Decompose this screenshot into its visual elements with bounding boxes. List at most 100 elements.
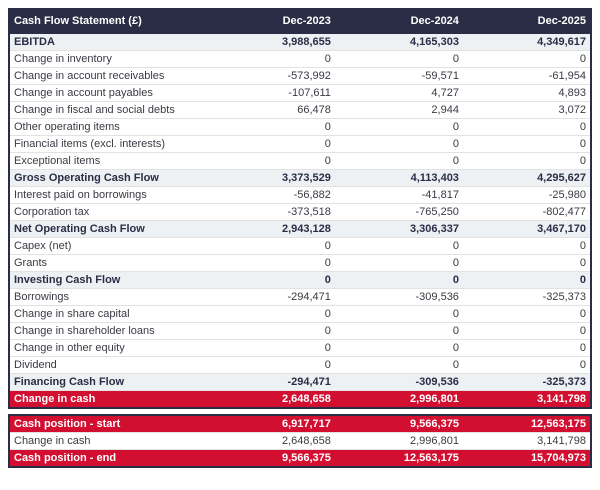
row-value: -25,980 [462,186,591,204]
row-value: 0 [206,237,335,255]
row-label: Exceptional items [9,152,207,170]
row-label: Corporation tax [9,203,207,221]
row-value: 3,306,337 [334,220,463,238]
row-value: 0 [206,339,335,357]
table-row: Change in share capital 0 0 0 [9,305,591,323]
row-value: 0 [206,152,335,170]
row-label: Investing Cash Flow [9,271,207,289]
table-row: Other operating items 0 0 0 [9,118,591,136]
cash-position-summary-table: Cash position - start 6,917,717 9,566,375 1… [8,414,592,468]
row-value: -573,992 [206,67,335,85]
row-value: 0 [206,271,335,289]
row-value: 0 [206,356,335,374]
table-row: Change in account receivables -573,992 -59… [9,67,591,85]
row-value: 0 [462,118,591,136]
cash-flow-rows: EBITDA 3,988,655 4,165,303 4,349,617 Change … [9,33,591,408]
row-value: 0 [206,305,335,323]
table-row: Cash position - end 9,566,375 12,563,175 15… [9,449,591,467]
row-value: 15,704,973 [462,449,591,467]
row-value: 0 [462,305,591,323]
row-value: 0 [334,271,463,289]
row-value: 0 [334,135,463,153]
row-label: Change in account receivables [9,67,207,85]
row-label: Change in shareholder loans [9,322,207,340]
row-value: 0 [334,118,463,136]
row-value: 3,373,529 [206,169,335,187]
row-value: 2,943,128 [206,220,335,238]
row-value: 0 [206,50,335,68]
row-value: 0 [334,237,463,255]
table-row: Financing Cash Flow -294,471 -309,536 -325,… [9,373,591,391]
row-value: -325,373 [462,288,591,306]
table-header-row: Cash Flow Statement (£) Dec-2023 Dec-202… [9,9,591,34]
row-value: 0 [334,322,463,340]
row-value: 4,165,303 [334,33,463,51]
row-value: 0 [334,356,463,374]
row-value: 2,996,801 [334,390,463,408]
row-label: Cash position - end [9,449,207,467]
row-label: Borrowings [9,288,207,306]
table-row: Investing Cash Flow 0 0 0 [9,271,591,289]
table-row: Grants 0 0 0 [9,254,591,272]
row-value: 0 [462,254,591,272]
row-value: -309,536 [334,288,463,306]
row-value: -373,518 [206,203,335,221]
row-value: -294,471 [206,373,335,391]
row-value: 0 [206,322,335,340]
row-value: -41,817 [334,186,463,204]
row-value: 0 [462,152,591,170]
column-header-dec-2023: Dec-2023 [206,9,335,34]
row-value: 6,917,717 [206,415,335,433]
row-label: Other operating items [9,118,207,136]
row-label: Change in fiscal and social debts [9,101,207,119]
row-label: Change in cash [9,390,207,408]
row-label: Change in inventory [9,50,207,68]
row-value: -59,571 [334,67,463,85]
row-value: 0 [206,254,335,272]
row-value: 9,566,375 [206,449,335,467]
row-value: 66,478 [206,101,335,119]
table-row: Dividend 0 0 0 [9,356,591,374]
table-row: Borrowings -294,471 -309,536 -325,373 [9,288,591,306]
row-value: 4,349,617 [462,33,591,51]
row-label: Gross Operating Cash Flow [9,169,207,187]
table-row: Interest paid on borrowings -56,882 -41,81… [9,186,591,204]
row-value: 0 [334,305,463,323]
row-value: 0 [462,322,591,340]
row-value: 2,648,658 [206,390,335,408]
row-value: 2,648,658 [206,432,335,450]
row-value: 2,944 [334,101,463,119]
row-label: Financial items (excl. interests) [9,135,207,153]
row-value: 4,113,403 [334,169,463,187]
column-header-dec-2024: Dec-2024 [334,9,463,34]
row-value: 0 [462,339,591,357]
table-row: Corporation tax -373,518 -765,250 -802,477 [9,203,591,221]
row-label: Net Operating Cash Flow [9,220,207,238]
table-row: Capex (net) 0 0 0 [9,237,591,255]
column-header-dec-2025: Dec-2025 [462,9,591,34]
row-value: 3,988,655 [206,33,335,51]
row-value: -765,250 [334,203,463,221]
row-value: 12,563,175 [462,415,591,433]
row-value: 0 [334,152,463,170]
table-row: Exceptional items 0 0 0 [9,152,591,170]
table-row: Change in shareholder loans 0 0 0 [9,322,591,340]
row-label: EBITDA [9,33,207,51]
row-value: 0 [334,50,463,68]
table-row: Financial items (excl. interests) 0 0 0 [9,135,591,153]
row-value: 9,566,375 [334,415,463,433]
cash-flow-table: Cash Flow Statement (£) Dec-2023 Dec-202… [8,8,592,409]
row-value: 2,996,801 [334,432,463,450]
row-value: 3,072 [462,101,591,119]
row-label: Interest paid on borrowings [9,186,207,204]
table-row: Change in cash 2,648,658 2,996,801 3,141,79… [9,432,591,450]
row-value: 0 [462,237,591,255]
table-row: Change in inventory 0 0 0 [9,50,591,68]
table-row: Gross Operating Cash Flow 3,373,529 4,113,… [9,169,591,187]
row-value: -56,882 [206,186,335,204]
row-value: 0 [334,339,463,357]
table-row: Change in cash 2,648,658 2,996,801 3,141,79… [9,390,591,408]
row-value: 0 [206,135,335,153]
row-value: 3,141,798 [462,432,591,450]
